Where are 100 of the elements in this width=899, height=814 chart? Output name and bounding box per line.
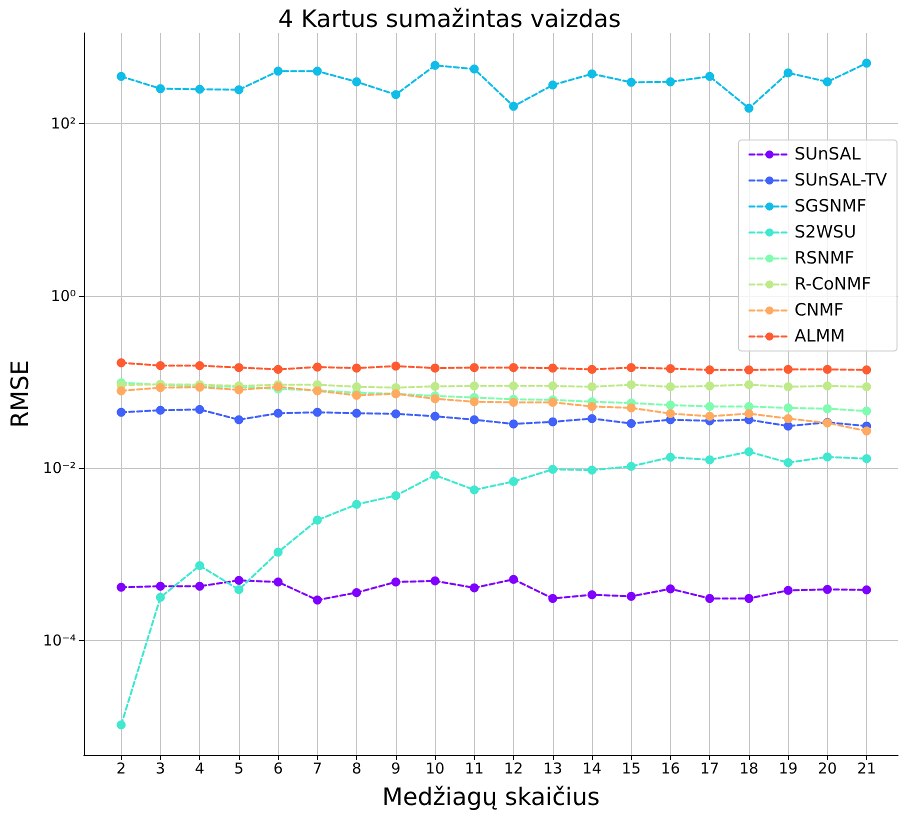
point — [156, 592, 165, 602]
point — [587, 364, 596, 374]
point — [548, 364, 558, 373]
point — [626, 403, 636, 412]
x-tick-label: 21 — [857, 760, 876, 778]
point — [744, 365, 754, 374]
point — [312, 362, 322, 372]
x-tick-label: 12 — [504, 760, 524, 778]
point — [430, 60, 440, 70]
x-tick-label: 16 — [660, 760, 680, 778]
x-tick-label: 20 — [818, 760, 837, 778]
point — [784, 403, 793, 412]
x-tick-label: 11 — [464, 760, 484, 778]
point — [666, 77, 675, 86]
y-tick-label: 10² — [50, 114, 76, 132]
point — [822, 364, 832, 374]
point — [352, 382, 362, 392]
point — [312, 408, 322, 417]
point — [548, 464, 558, 474]
point — [587, 414, 596, 424]
point — [116, 408, 126, 417]
point — [744, 594, 754, 603]
point — [587, 466, 596, 475]
point — [234, 576, 244, 585]
x-tick-label: 2 — [116, 760, 126, 778]
point — [822, 584, 832, 594]
point — [705, 365, 714, 374]
point — [548, 594, 558, 603]
point — [784, 382, 793, 392]
point — [156, 383, 165, 392]
point — [744, 447, 754, 456]
point — [705, 412, 714, 421]
point — [509, 102, 518, 111]
point — [509, 574, 518, 584]
point — [548, 80, 558, 90]
point — [156, 84, 165, 94]
legend-label: SUnSAL-TV — [794, 170, 888, 190]
point — [509, 381, 518, 390]
point — [116, 358, 126, 368]
point — [234, 385, 244, 394]
point — [587, 402, 596, 411]
point — [312, 516, 322, 525]
point — [784, 68, 793, 78]
point — [626, 418, 636, 428]
point — [626, 363, 636, 372]
point — [116, 72, 126, 81]
y-axis-title: RMSE — [6, 360, 34, 428]
point — [352, 364, 362, 373]
point — [352, 77, 362, 86]
point — [470, 363, 479, 372]
x-tick-label: 15 — [622, 760, 641, 778]
point — [822, 404, 832, 414]
point — [274, 548, 283, 557]
x-tick-label: 14 — [582, 760, 602, 778]
point — [822, 77, 832, 86]
point — [430, 364, 440, 373]
point — [195, 361, 204, 370]
x-tick-label: 19 — [778, 760, 798, 778]
point — [705, 594, 714, 603]
legend-label: CNMF — [794, 300, 844, 320]
point — [391, 90, 400, 100]
legend-label: R-CoNMF — [794, 274, 872, 294]
x-axis-title: Medžiagų skaičius — [382, 783, 600, 811]
point — [548, 381, 558, 390]
point — [470, 583, 479, 592]
point — [744, 380, 754, 390]
point — [470, 397, 479, 406]
x-tick-label: 4 — [194, 760, 204, 778]
point — [195, 561, 204, 570]
x-tick-label: 13 — [543, 760, 562, 778]
point — [862, 454, 872, 464]
point — [391, 491, 400, 500]
point — [626, 592, 636, 601]
legend-label: SGSNMF — [794, 196, 866, 216]
point — [509, 477, 518, 486]
point — [116, 720, 126, 730]
point — [862, 365, 872, 374]
point — [666, 382, 675, 392]
x-tick-label: 10 — [426, 760, 445, 778]
point — [116, 582, 126, 592]
y-tick-label: 10⁰ — [50, 286, 76, 305]
x-tick-label: 8 — [352, 760, 362, 778]
chart-title: 4 Kartus sumažintas vaizdas — [278, 5, 621, 33]
legend-label: RSNMF — [794, 248, 854, 268]
point — [548, 398, 558, 407]
point — [312, 596, 322, 605]
point — [784, 364, 793, 374]
point — [352, 390, 362, 400]
point — [862, 382, 872, 392]
legend-label: SUnSAL — [794, 144, 862, 164]
point — [430, 382, 440, 391]
point — [234, 585, 244, 594]
point — [352, 500, 362, 509]
point — [274, 66, 283, 76]
x-tick-label: 18 — [739, 760, 758, 778]
point — [705, 455, 714, 464]
point — [509, 363, 518, 372]
point — [862, 585, 872, 594]
point — [470, 381, 479, 390]
point — [666, 584, 675, 594]
